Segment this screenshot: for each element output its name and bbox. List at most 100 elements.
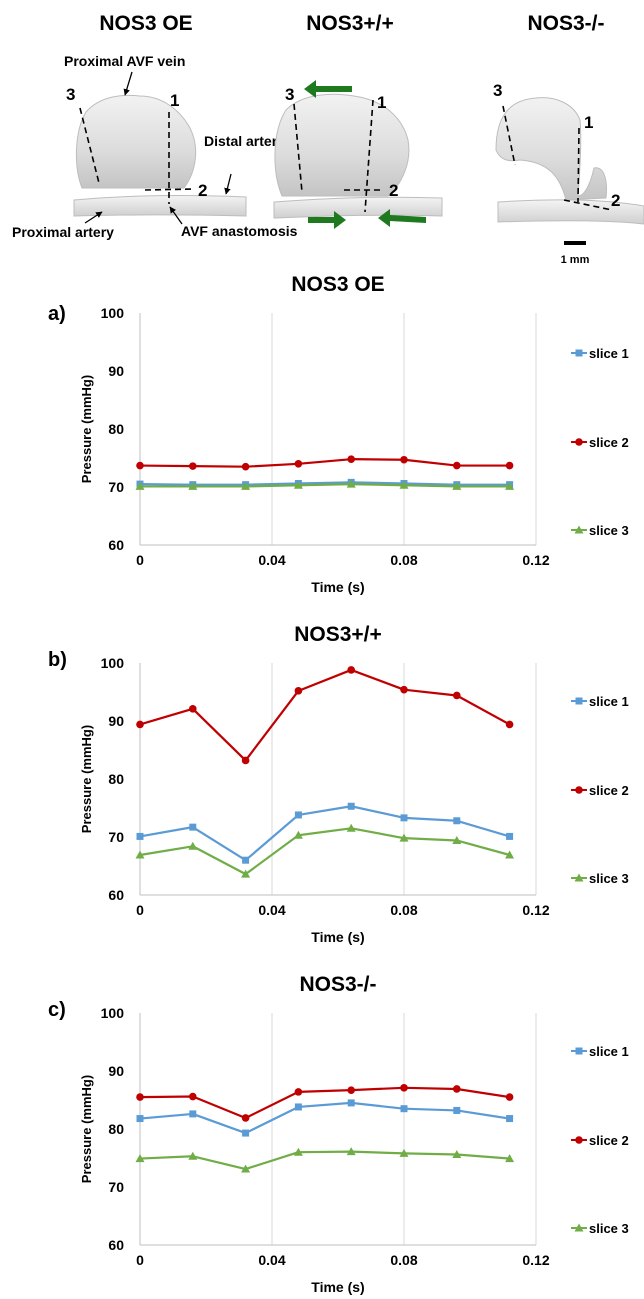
- y-tick-label: 100: [101, 305, 125, 321]
- anatomy-title-nos3-oe: NOS3 OE: [99, 12, 192, 35]
- y-tick-label: 80: [108, 421, 124, 437]
- data-point-marker: [188, 1151, 198, 1160]
- y-tick-label: 100: [101, 1005, 125, 1021]
- data-point-marker: [294, 687, 303, 695]
- y-axis-label: Pressure (mmHg): [79, 1075, 94, 1183]
- data-point-marker: [294, 460, 303, 468]
- pointer-arrow: [224, 173, 232, 195]
- anatomy-group-nos3-ko: NOS3-/- 3 1 2 1 mm: [493, 12, 644, 266]
- series-line: [139, 668, 511, 762]
- data-point-marker: [505, 1154, 515, 1163]
- data-point-marker: [506, 1115, 514, 1123]
- legend-entry: slice 1: [571, 346, 629, 361]
- x-tick-label: 0: [136, 1252, 144, 1268]
- data-point-marker: [452, 1150, 462, 1159]
- y-tick-label: 90: [108, 363, 124, 379]
- slice-number-2: 2: [389, 181, 398, 200]
- data-point-marker: [453, 1085, 461, 1093]
- series-1: [136, 1099, 514, 1137]
- legend-label: slice 1: [589, 694, 629, 709]
- data-point-marker: [241, 1114, 250, 1122]
- y-tick-label: 80: [108, 1121, 124, 1137]
- x-tick-label: 0.12: [522, 552, 549, 568]
- flow-arrow: [304, 80, 352, 98]
- data-point-marker: [575, 1136, 583, 1144]
- data-point-marker: [241, 462, 250, 471]
- slice-line-2: [144, 188, 195, 191]
- data-point-marker: [453, 817, 461, 825]
- slice-line-3: [79, 107, 100, 184]
- artery-model: [273, 196, 443, 219]
- series-line: [139, 1150, 510, 1171]
- y-tick-label: 60: [108, 537, 124, 553]
- data-point-marker: [399, 1148, 409, 1157]
- y-tick-label: 70: [108, 1179, 124, 1195]
- chart-title: NOS3+/+: [294, 623, 382, 646]
- pointer-arrow: [169, 206, 183, 225]
- slice-line-3: [502, 105, 516, 166]
- flow-arrow: [308, 211, 346, 229]
- x-tick-label: 0: [136, 902, 144, 918]
- scale-bar: [564, 241, 586, 245]
- data-point-marker: [574, 525, 584, 534]
- data-point-marker: [505, 461, 514, 470]
- data-point-marker: [452, 481, 462, 490]
- slice-number-3: 3: [493, 81, 502, 100]
- legend-label: slice 1: [589, 1044, 629, 1059]
- chart-panel-2: b) NOS3+/+ 0 0.04 0.08 0.12 100 90 80 70 60 Time (s…: [48, 623, 629, 945]
- pointer-arrow: [84, 211, 103, 224]
- data-point-marker: [135, 481, 145, 490]
- legend-entry: slice 3: [571, 1221, 629, 1236]
- slice-line-1: [364, 99, 374, 213]
- data-point-marker: [294, 811, 302, 819]
- data-point-marker: [293, 1147, 303, 1156]
- x-tick-label: 0: [136, 552, 144, 568]
- data-point-marker: [453, 1106, 461, 1114]
- panel-label: b): [48, 649, 67, 671]
- label-distal-artery: Distal artery: [204, 133, 285, 149]
- slice-number-3: 3: [285, 85, 294, 104]
- series-3: [135, 479, 515, 490]
- slice-number-3: 3: [66, 85, 75, 104]
- legend-label: slice 3: [589, 1221, 629, 1236]
- x-tick-label: 0.08: [390, 1252, 417, 1268]
- data-point-marker: [347, 802, 355, 810]
- data-point-marker: [189, 823, 197, 831]
- y-tick-label: 70: [108, 479, 124, 495]
- series-2: [136, 1084, 514, 1122]
- data-point-marker: [453, 461, 461, 470]
- data-point-marker: [136, 1093, 144, 1101]
- series-line: [139, 481, 510, 486]
- data-point-marker: [575, 786, 583, 794]
- data-point-marker: [189, 1110, 197, 1118]
- x-axis-label: Time (s): [311, 579, 364, 595]
- data-point-marker: [135, 1154, 145, 1163]
- legend-entry: slice 3: [571, 523, 629, 538]
- data-point-marker: [574, 1223, 584, 1232]
- chart-panel-3: c) NOS3-/- 0 0.04 0.08 0.12 100 90 80 70 60 Time (s…: [48, 973, 629, 1295]
- data-point-marker: [241, 481, 251, 490]
- anatomy-panel: NOS3 OE 3 1 2 Proximal AVF vein Distal a…: [12, 12, 644, 266]
- chart-panel-1: a) NOS3 OE 0 0.04 0.08 0.12 100 90 80 70 60 Time (s…: [48, 273, 629, 595]
- slice-line-3: [293, 103, 303, 193]
- pointer-arrow: [123, 71, 133, 96]
- anatomy-group-nos3-oe: NOS3 OE 3 1 2 Proximal AVF vein Distal a…: [12, 12, 298, 240]
- slice-number-1: 1: [377, 93, 386, 112]
- data-point-marker: [188, 481, 198, 490]
- legend-entry: slice 2: [571, 783, 629, 798]
- x-tick-label: 0.08: [390, 902, 417, 918]
- data-point-marker: [347, 1099, 355, 1107]
- data-point-marker: [241, 756, 250, 765]
- series-line: [140, 483, 510, 488]
- artery-model: [497, 199, 644, 225]
- data-point-marker: [575, 349, 583, 357]
- series-line: [139, 827, 510, 876]
- data-point-marker: [399, 833, 409, 842]
- data-point-marker: [452, 835, 462, 844]
- data-point-marker: [294, 1088, 303, 1096]
- data-point-marker: [505, 481, 515, 490]
- data-point-marker: [347, 666, 356, 674]
- anatomy-group-nos3-wt: NOS3+/+ 3 1 2: [273, 12, 443, 229]
- data-point-marker: [136, 1115, 144, 1123]
